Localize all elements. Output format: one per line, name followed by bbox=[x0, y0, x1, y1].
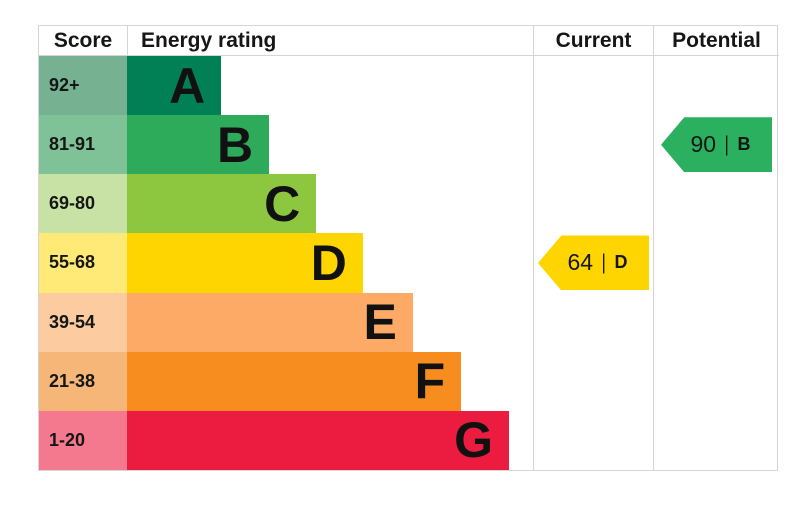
rating-bar-area-b: B bbox=[127, 115, 533, 175]
rating-bar-area-e: E bbox=[127, 292, 533, 352]
rating-bar-b: B bbox=[127, 115, 270, 175]
potential-cell-g bbox=[653, 410, 779, 470]
rating-bar-f: F bbox=[127, 351, 462, 411]
potential-cell-b: 90 | B bbox=[653, 115, 779, 175]
current-cell-a bbox=[533, 56, 653, 116]
score-column-header: Score bbox=[39, 26, 127, 56]
rating-letter-f: F bbox=[414, 353, 446, 410]
rating-bar-d: D bbox=[127, 233, 363, 293]
rating-letter-d: D bbox=[310, 234, 347, 291]
potential-cell-a bbox=[653, 56, 779, 116]
rating-bar-e: E bbox=[127, 292, 413, 352]
current-cell-e bbox=[533, 292, 653, 352]
potential-rating-arrow: 90 | B bbox=[661, 117, 772, 173]
score-range-a: 92+ bbox=[39, 56, 127, 116]
score-range-d: 55-68 bbox=[39, 233, 127, 293]
current-cell-c bbox=[533, 174, 653, 234]
rating-letter-a: A bbox=[169, 57, 206, 114]
potential-cell-e bbox=[653, 292, 779, 352]
potential-score-value: 90 bbox=[690, 131, 717, 158]
score-range-e: 39-54 bbox=[39, 292, 127, 352]
current-separator: | bbox=[601, 250, 606, 274]
epc-rating-table: Score Energy rating Current Potential 92… bbox=[38, 25, 779, 471]
potential-band-letter: B bbox=[737, 134, 751, 155]
potential-separator: | bbox=[724, 132, 729, 156]
rating-bar-c: C bbox=[127, 174, 317, 234]
potential-cell-c bbox=[653, 174, 779, 234]
current-cell-d: 64 | D bbox=[533, 233, 653, 293]
potential-cell-f bbox=[653, 351, 779, 411]
current-band-letter: D bbox=[614, 252, 628, 273]
current-column-header: Current bbox=[533, 26, 653, 56]
potential-column-header: Potential bbox=[653, 26, 779, 56]
score-range-b: 81-91 bbox=[39, 115, 127, 175]
current-rating-arrow: 64 | D bbox=[538, 235, 649, 291]
rating-bar-a: A bbox=[127, 56, 222, 116]
rating-bar-area-a: A bbox=[127, 56, 533, 116]
rating-bar-area-g: G bbox=[127, 410, 533, 470]
rating-letter-g: G bbox=[454, 412, 494, 469]
current-cell-b bbox=[533, 115, 653, 175]
rating-letter-e: E bbox=[363, 294, 397, 351]
rating-letter-c: C bbox=[264, 175, 301, 232]
rating-bar-area-c: C bbox=[127, 174, 533, 234]
rating-bar-area-f: F bbox=[127, 351, 533, 411]
rating-bar-area-d: D bbox=[127, 233, 533, 293]
rating-bar-g: G bbox=[127, 410, 510, 470]
energy-rating-column-header: Energy rating bbox=[127, 26, 533, 56]
score-range-f: 21-38 bbox=[39, 351, 127, 411]
current-score-value: 64 bbox=[567, 249, 594, 276]
potential-cell-d bbox=[653, 233, 779, 293]
current-cell-g bbox=[533, 410, 653, 470]
score-range-c: 69-80 bbox=[39, 174, 127, 234]
current-cell-f bbox=[533, 351, 653, 411]
score-range-g: 1-20 bbox=[39, 410, 127, 470]
rating-letter-b: B bbox=[216, 116, 254, 173]
